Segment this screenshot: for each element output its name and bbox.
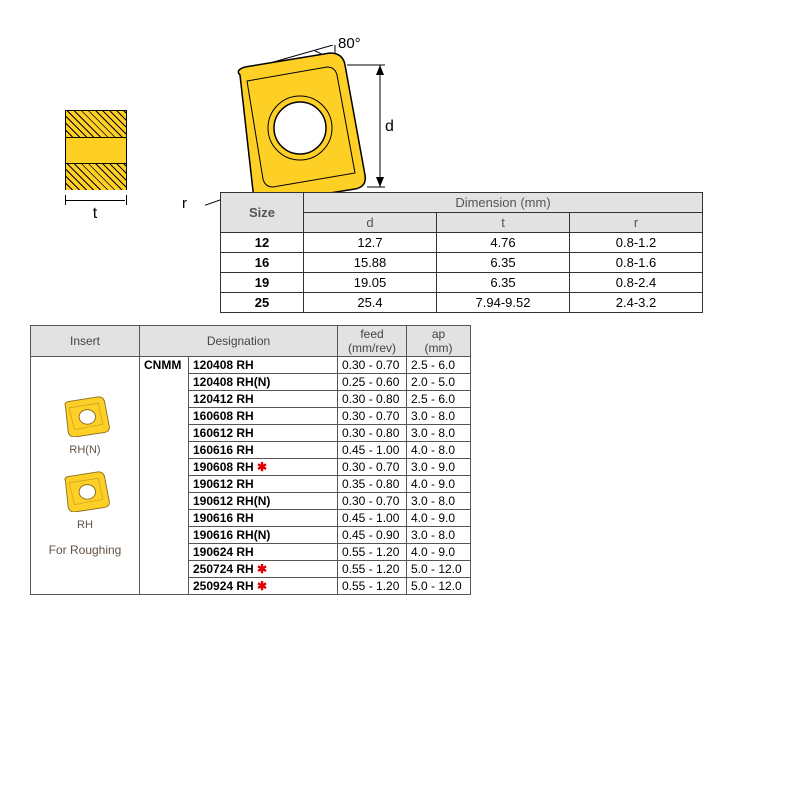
spec-cell-ap: 2.5 - 6.0 bbox=[407, 391, 471, 408]
spec-cell-feed: 0.55 - 1.20 bbox=[338, 561, 407, 578]
spec-cell-desig: 190616 RH bbox=[189, 510, 338, 527]
dim-cell-size: 12 bbox=[221, 233, 304, 253]
spec-th-ap: ap (mm) bbox=[407, 326, 471, 357]
spec-cell-desig: 160616 RH bbox=[189, 442, 338, 459]
spec-row: RH(N) RHFor RoughingCNMM120408 RH0.30 - … bbox=[31, 357, 471, 374]
spec-cell-ap: 3.0 - 9.0 bbox=[407, 459, 471, 476]
spec-cell-feed: 0.30 - 0.70 bbox=[338, 408, 407, 425]
dim-cell-d: 19.05 bbox=[304, 273, 437, 293]
dim-row: 1919.056.350.8-2.4 bbox=[221, 273, 703, 293]
spec-th-designation: Designation bbox=[140, 326, 338, 357]
cnmm-cell: CNMM bbox=[140, 357, 189, 595]
spec-cell-ap: 5.0 - 12.0 bbox=[407, 578, 471, 595]
roughing-label: For Roughing bbox=[49, 543, 122, 557]
spec-cell-ap: 4.0 - 9.0 bbox=[407, 476, 471, 493]
spec-cell-ap: 3.0 - 8.0 bbox=[407, 408, 471, 425]
spec-cell-ap: 5.0 - 12.0 bbox=[407, 561, 471, 578]
star-icon: ✱ bbox=[257, 460, 267, 474]
spec-cell-desig: 120412 RH bbox=[189, 391, 338, 408]
spec-cell-ap: 3.0 - 8.0 bbox=[407, 527, 471, 544]
insert-icon-rhn bbox=[58, 395, 113, 440]
spec-cell-ap: 3.0 - 8.0 bbox=[407, 425, 471, 442]
dim-cell-d: 15.88 bbox=[304, 253, 437, 273]
spec-cell-feed: 0.25 - 0.60 bbox=[338, 374, 407, 391]
spec-cell-feed: 0.45 - 0.90 bbox=[338, 527, 407, 544]
spec-cell-desig: 250724 RH ✱ bbox=[189, 561, 338, 578]
spec-cell-feed: 0.35 - 0.80 bbox=[338, 476, 407, 493]
dim-t-label: t bbox=[65, 205, 125, 223]
spec-table: Insert Designation feed (mm/rev) ap (mm)… bbox=[30, 325, 471, 595]
insert-label-rhn: RH(N) bbox=[69, 444, 100, 456]
insert-label-rh: RH bbox=[77, 519, 93, 531]
spec-th-insert: Insert bbox=[31, 326, 140, 357]
dim-row: 1615.886.350.8-1.6 bbox=[221, 253, 703, 273]
dim-cell-size: 19 bbox=[221, 273, 304, 293]
spec-cell-feed: 0.45 - 1.00 bbox=[338, 510, 407, 527]
spec-cell-ap: 2.5 - 6.0 bbox=[407, 357, 471, 374]
spec-cell-desig: 120408 RH(N) bbox=[189, 374, 338, 391]
dim-th-t: t bbox=[437, 213, 570, 233]
dim-cell-r: 0.8-1.6 bbox=[570, 253, 703, 273]
dim-cell-d: 12.7 bbox=[304, 233, 437, 253]
spec-cell-feed: 0.45 - 1.00 bbox=[338, 442, 407, 459]
side-seg-hatch bbox=[66, 163, 126, 190]
spec-cell-desig: 190612 RH bbox=[189, 476, 338, 493]
dim-cell-t: 6.35 bbox=[437, 273, 570, 293]
dim-cell-t: 6.35 bbox=[437, 253, 570, 273]
dim-cell-r: 0.8-2.4 bbox=[570, 273, 703, 293]
side-seg-plain bbox=[66, 137, 126, 164]
dim-th-size: Size bbox=[221, 193, 304, 233]
d-label: d bbox=[385, 118, 394, 136]
spec-cell-feed: 0.30 - 0.70 bbox=[338, 459, 407, 476]
dim-row: 1212.74.760.8-1.2 bbox=[221, 233, 703, 253]
side-seg-hatch bbox=[66, 111, 126, 137]
spec-cell-ap: 2.0 - 5.0 bbox=[407, 374, 471, 391]
spec-cell-feed: 0.30 - 0.70 bbox=[338, 357, 407, 374]
spec-cell-feed: 0.55 - 1.20 bbox=[338, 544, 407, 561]
dim-th-dimension: Dimension (mm) bbox=[304, 193, 703, 213]
angle-label: 80° bbox=[338, 35, 361, 52]
side-view bbox=[65, 110, 127, 190]
dim-cell-t: 7.94-9.52 bbox=[437, 293, 570, 313]
page: t 80° d r bbox=[0, 0, 800, 800]
r-label: r bbox=[182, 195, 187, 212]
dim-cell-r: 2.4-3.2 bbox=[570, 293, 703, 313]
dim-t-arrow bbox=[65, 200, 125, 201]
spec-cell-desig: 190624 RH bbox=[189, 544, 338, 561]
spec-cell-ap: 3.0 - 8.0 bbox=[407, 493, 471, 510]
spec-cell-ap: 4.0 - 9.0 bbox=[407, 544, 471, 561]
dimension-table: Size Dimension (mm) d t r 1212.74.760.8-… bbox=[220, 192, 703, 313]
spec-cell-desig: 190616 RH(N) bbox=[189, 527, 338, 544]
spec-cell-desig: 120408 RH bbox=[189, 357, 338, 374]
dim-cell-size: 25 bbox=[221, 293, 304, 313]
spec-cell-feed: 0.30 - 0.80 bbox=[338, 425, 407, 442]
spec-cell-ap: 4.0 - 8.0 bbox=[407, 442, 471, 459]
spec-cell-desig: 190612 RH(N) bbox=[189, 493, 338, 510]
spec-cell-desig: 250924 RH ✱ bbox=[189, 578, 338, 595]
spec-cell-desig: 160612 RH bbox=[189, 425, 338, 442]
dim-cell-r: 0.8-1.2 bbox=[570, 233, 703, 253]
spec-cell-desig: 160608 RH bbox=[189, 408, 338, 425]
insert-icon-rh bbox=[58, 470, 113, 515]
dim-th-d: d bbox=[304, 213, 437, 233]
dim-cell-size: 16 bbox=[221, 253, 304, 273]
spec-th-feed: feed (mm/rev) bbox=[338, 326, 407, 357]
spec-cell-feed: 0.55 - 1.20 bbox=[338, 578, 407, 595]
dim-th-r: r bbox=[570, 213, 703, 233]
spec-cell-feed: 0.30 - 0.80 bbox=[338, 391, 407, 408]
star-icon: ✱ bbox=[257, 579, 267, 593]
spec-cell-desig: 190608 RH ✱ bbox=[189, 459, 338, 476]
dim-row: 2525.47.94-9.522.4-3.2 bbox=[221, 293, 703, 313]
dim-cell-d: 25.4 bbox=[304, 293, 437, 313]
dim-cell-t: 4.76 bbox=[437, 233, 570, 253]
star-icon: ✱ bbox=[257, 562, 267, 576]
spec-cell-ap: 4.0 - 9.0 bbox=[407, 510, 471, 527]
insert-cell: RH(N) RH For Roughing bbox=[31, 357, 140, 595]
spec-cell-feed: 0.30 - 0.70 bbox=[338, 493, 407, 510]
